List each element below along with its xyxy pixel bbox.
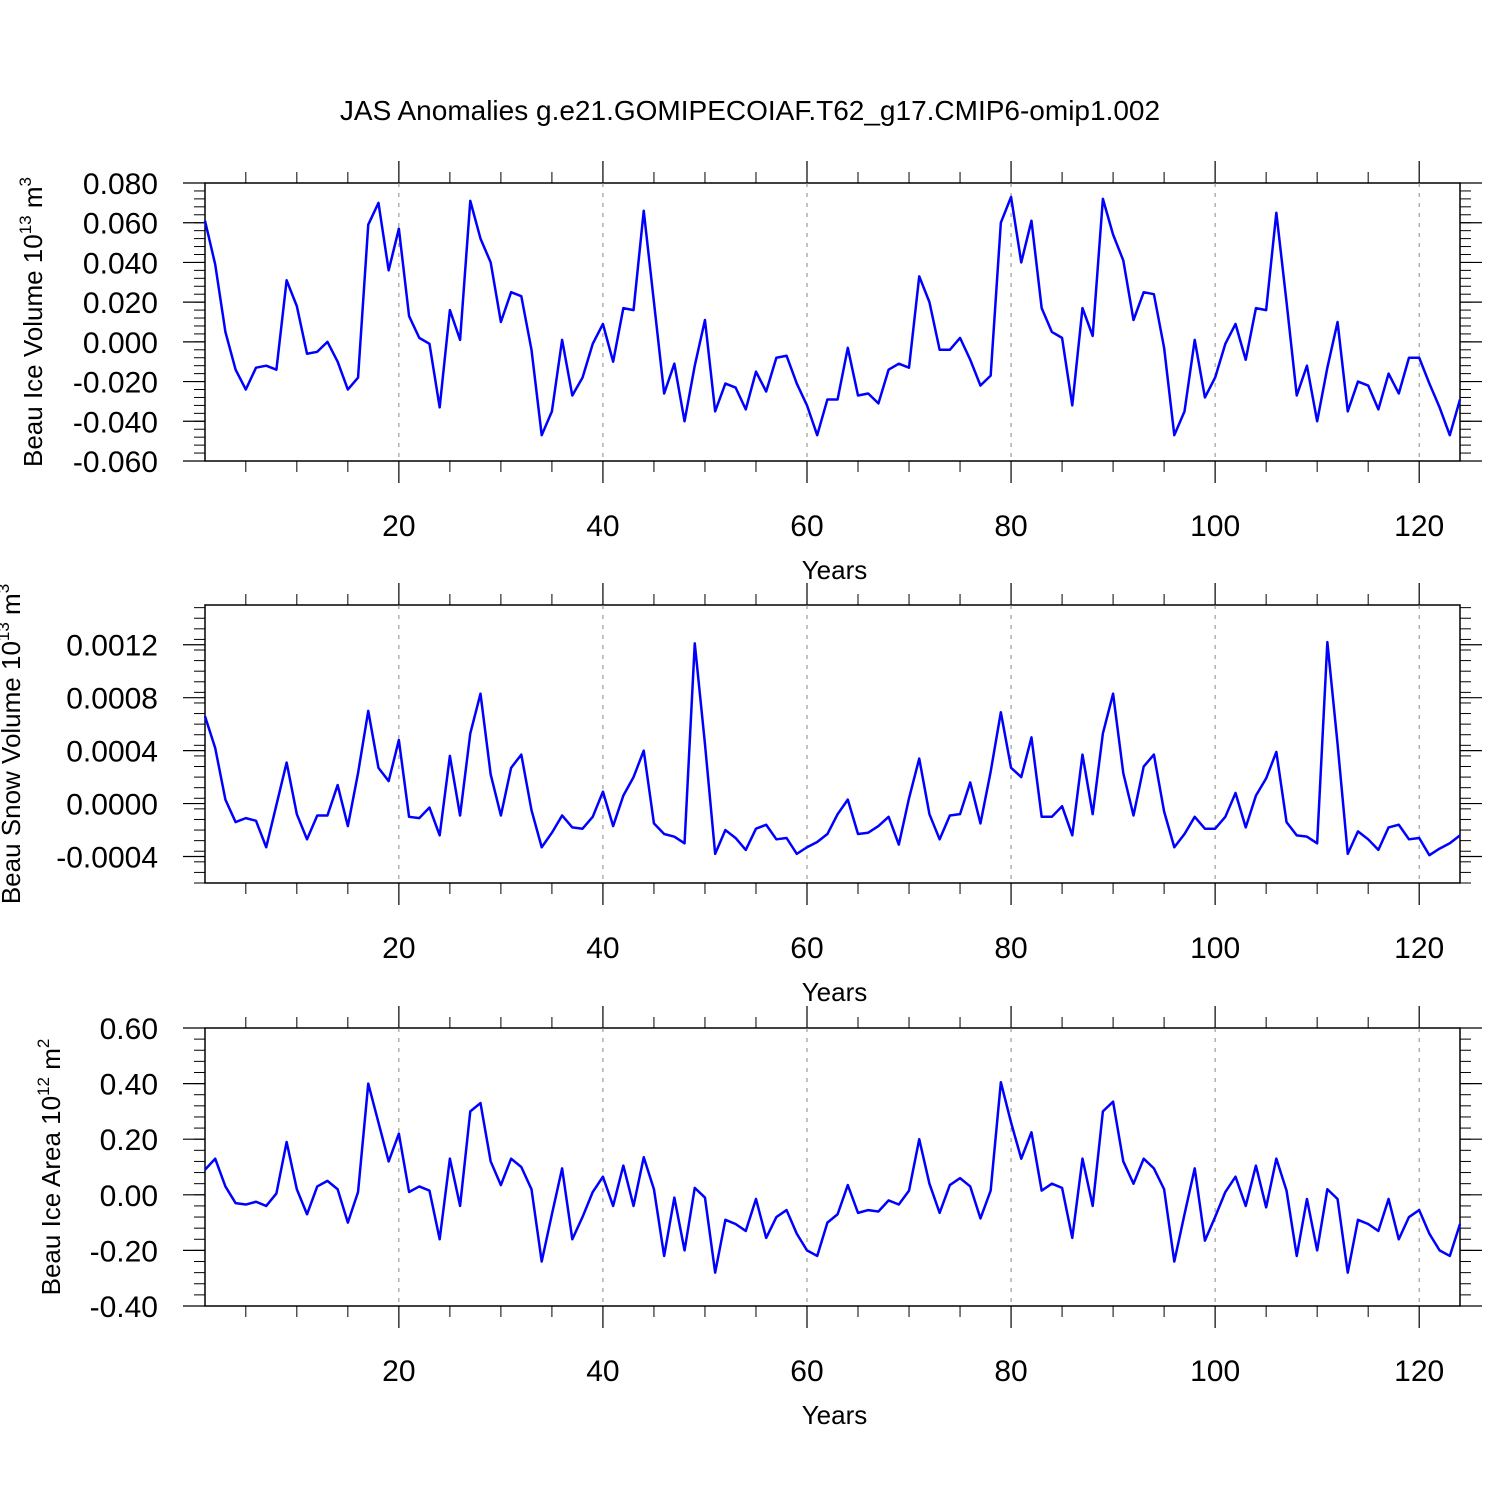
y-tick-label: 0.40: [100, 1069, 158, 1102]
chart-panel-1: 20 40 60 80 100 120 -0.060 -0.040 -0.020 0.000 0.0…: [16, 161, 1482, 585]
y-tick-label: 0.00: [100, 1180, 158, 1213]
x-tick-label: 40: [586, 932, 619, 965]
x-tick-label: 60: [790, 510, 823, 543]
x-tick-label: 20: [382, 932, 415, 965]
y-tick-label: 0.000: [83, 327, 158, 360]
y-axis-label: Beau Ice Area 1012 m2: [34, 1039, 66, 1296]
x-tick-label: 40: [586, 510, 619, 543]
x-axis-label: Years: [802, 1400, 868, 1430]
chart-panel-2: 20 40 60 80 100 120 -0.0004 0.0000 0.0004 0.0008 0…: [0, 583, 1482, 1007]
x-tick-label: 40: [586, 1355, 619, 1388]
x-tick-label: 100: [1190, 932, 1240, 965]
y-tick-label: 0.0004: [66, 736, 158, 769]
chart-panel-3: 20 40 60 80 100 120 -0.40 -0.20 0.00 0.20 0.40 0.60…: [34, 1006, 1482, 1430]
x-tick-label: 120: [1394, 1355, 1444, 1388]
y-tick-label: -0.060: [73, 446, 158, 479]
y-tick-label: 0.060: [83, 208, 158, 241]
x-tick-label: 100: [1190, 510, 1240, 543]
x-tick-label: 120: [1394, 510, 1444, 543]
x-tick-label: 80: [994, 932, 1027, 965]
y-tick-label: 0.0012: [66, 630, 158, 663]
y-tick-label: 0.60: [100, 1013, 158, 1046]
series-line: [204, 1080, 1462, 1274]
plot-frame: [204, 604, 1461, 884]
y-tick-label: -0.020: [73, 367, 158, 400]
y-axis-label: Beau Ice Volume 1013 m3: [16, 177, 48, 467]
x-axis-label: Years: [802, 555, 868, 585]
x-tick-label: 80: [994, 510, 1027, 543]
y-tick-label: -0.040: [73, 406, 158, 439]
y-tick-label: -0.20: [90, 1235, 158, 1268]
x-tick-label: 100: [1190, 1355, 1240, 1388]
x-tick-label: 60: [790, 932, 823, 965]
y-tick-label: 0.040: [83, 247, 158, 280]
series-line: [203, 195, 1462, 437]
x-tick-label: 60: [790, 1355, 823, 1388]
x-axis-label: Years: [802, 977, 868, 1007]
x-tick-label: 120: [1394, 932, 1444, 965]
y-tick-label: 0.0008: [66, 683, 158, 716]
y-tick-label: 0.0000: [66, 789, 158, 822]
x-tick-label: 80: [994, 1355, 1027, 1388]
y-tick-label: -0.40: [90, 1291, 158, 1324]
series-line: [203, 640, 1461, 857]
y-tick-label: 0.20: [100, 1124, 158, 1157]
y-tick-label: -0.0004: [56, 842, 158, 875]
x-tick-label: 20: [382, 510, 415, 543]
y-tick-label: 0.020: [83, 287, 158, 320]
x-tick-label: 20: [382, 1355, 415, 1388]
plot-frame: [204, 182, 1461, 462]
figure-title: JAS Anomalies g.e21.GOMIPECOIAF.T62_g17.…: [340, 95, 1160, 126]
plot-frame: [204, 1027, 1461, 1307]
y-axis-label: Beau Snow Volume 1013 m3: [0, 584, 26, 904]
y-tick-label: 0.080: [83, 168, 158, 201]
